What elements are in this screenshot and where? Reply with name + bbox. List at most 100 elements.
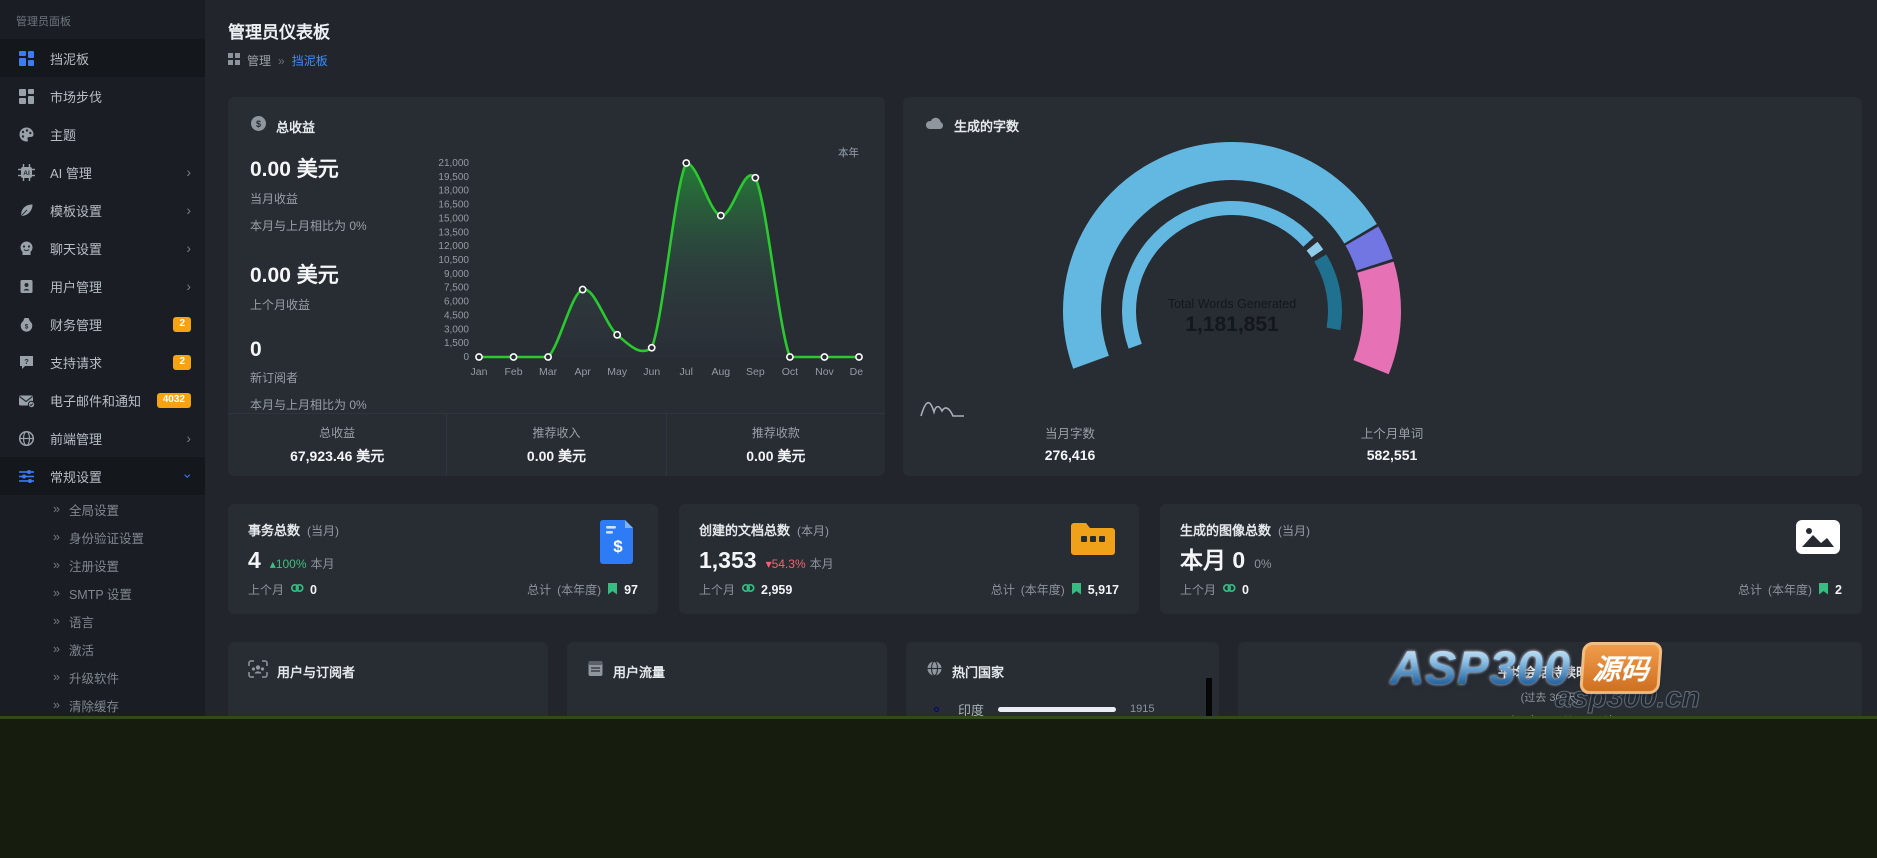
- stat-label: 当月字数: [1044, 427, 1095, 441]
- sidebar-item-label: 电子邮件和通知: [50, 393, 142, 409]
- sidebar-subitem-global-settings[interactable]: » 全局设置: [0, 495, 205, 523]
- card-value: 本月 0: [1180, 547, 1246, 573]
- sidebar-item-frontend[interactable]: 前端管理 ›: [0, 419, 205, 457]
- sidebar-item-user-admin[interactable]: 用户管理 ›: [0, 267, 205, 305]
- sidebar-item-label: 模板设置: [50, 203, 103, 219]
- new-subscribers: 0 新订阅者 本月与上月相比为 0%: [250, 338, 435, 413]
- stat-value: 582,551: [1366, 447, 1418, 463]
- sidebar-subitem-activation[interactable]: » 激活: [0, 635, 205, 663]
- chevron-right-icon: ›: [186, 164, 191, 180]
- card-value: 1,353: [699, 547, 757, 573]
- brain-icon: [17, 239, 35, 257]
- sidebar-subitem-clear-cache[interactable]: » 清除缓存: [0, 691, 205, 716]
- sidebar-subitem-smtp-settings[interactable]: » SMTP 设置: [0, 579, 205, 607]
- sidebar-item-label: 前端管理: [50, 431, 103, 447]
- chevron-right-icon: ›: [186, 430, 191, 446]
- users-group-icon: [248, 660, 268, 683]
- sidebar-item-label: 财务管理: [50, 317, 103, 333]
- top-countries-card: 热门国家 印度 1915: [906, 642, 1219, 716]
- prev-month-value: 0: [310, 582, 317, 597]
- sidebar-item-template-settings[interactable]: 模板设置 ›: [0, 191, 205, 229]
- card-title: 生成的图像总数: [1180, 523, 1272, 538]
- svg-text:Jun: Jun: [643, 366, 660, 378]
- words-generated-card: 生成的字数 Total Words Generated 1,181,851 当月…: [903, 97, 1862, 476]
- sidebar-subitem-auth-settings[interactable]: » 身份验证设置: [0, 523, 205, 551]
- svg-text:0: 0: [463, 352, 469, 363]
- sidebar-item-label: 支持请求: [50, 355, 103, 371]
- footer-label: 推荐收入: [532, 426, 581, 440]
- session-period: (过去 30 天): [1520, 692, 1580, 704]
- sidebar-item-dashboard[interactable]: 挡泥板: [0, 39, 205, 77]
- delta-suffix: 本月: [310, 557, 335, 571]
- stat-label: 上个月收益: [250, 298, 311, 312]
- sidebar-item-chat-settings[interactable]: 聊天设置 ›: [0, 229, 205, 267]
- breadcrumb-current[interactable]: 挡泥板: [291, 54, 328, 68]
- sidebar-item-general-settings[interactable]: 常规设置 ›: [0, 457, 205, 495]
- sidebar-subitem-register-settings[interactable]: » 注册设置: [0, 551, 205, 579]
- ai-chip-icon: AI: [17, 163, 35, 181]
- card-period: (当月): [1278, 524, 1311, 538]
- sidebar-subitem-language[interactable]: » 语言: [0, 607, 205, 635]
- sliders-icon: [17, 467, 35, 485]
- bottom-band: [0, 716, 1877, 858]
- svg-text:AI: AI: [23, 170, 30, 177]
- guillemet-icon: »: [53, 698, 60, 712]
- country-row-india: 印度 1915: [926, 699, 1199, 716]
- revenue-line-chart: 本年 21,000 19,500 18,000 16,500 15,000 13,500 1…: [435, 137, 868, 413]
- globe-icon: [926, 660, 943, 682]
- svg-text:13,500: 13,500: [438, 227, 469, 238]
- feather-icon: [17, 201, 35, 219]
- total-value: 5,917: [1087, 582, 1119, 597]
- svg-text:9,000: 9,000: [444, 269, 469, 280]
- svg-text:May: May: [607, 366, 628, 378]
- revenue-footer: 总收益 67,923.46 美元 推荐收入 0.00 美元 推荐收款 0.00 …: [228, 413, 885, 476]
- footer-label: 总收益: [319, 426, 356, 440]
- sidebar-item-finance[interactable]: $ 财务管理 2: [0, 305, 205, 343]
- prev-month-label: 上个月: [1180, 583, 1217, 597]
- last-month-revenue: 0.00 美元 上个月收益: [250, 259, 435, 313]
- support-question-icon: ?: [17, 353, 35, 371]
- svg-text:18,000: 18,000: [438, 186, 469, 197]
- country-name: 印度: [958, 702, 985, 717]
- money-bag-icon: $: [17, 315, 35, 333]
- envelope-check-icon: [17, 391, 35, 409]
- svg-text:3,000: 3,000: [444, 324, 469, 335]
- sidebar-item-market[interactable]: 市场步伐: [0, 77, 205, 115]
- link-icon: [741, 582, 755, 597]
- breadcrumb-grid-icon: [228, 53, 240, 68]
- svg-text:6,000: 6,000: [444, 297, 469, 308]
- sidebar-item-support[interactable]: ? 支持请求 2: [0, 343, 205, 381]
- sidebar-item-ai-admin[interactable]: AI AI 管理 ›: [0, 153, 205, 191]
- invoice-icon: $: [600, 520, 636, 569]
- vertical-scrollbar[interactable]: [1206, 678, 1212, 716]
- total-label: 总计: [527, 583, 552, 597]
- svg-text:Nov: Nov: [815, 366, 834, 378]
- breadcrumb-root[interactable]: 管理: [247, 54, 272, 68]
- chevron-down-icon: ›: [180, 473, 197, 479]
- india-flag-icon: [926, 699, 946, 716]
- svg-text:1,500: 1,500: [444, 338, 469, 349]
- total-revenue-card: $ 总收益 0.00 美元 当月收益 本月与上月相比为 0% 0.00 美元 上…: [228, 97, 885, 476]
- stat-value: 276,416: [1044, 447, 1096, 463]
- footer-referral-payout: 推荐收款 0.00 美元: [665, 414, 885, 476]
- svg-text:12,000: 12,000: [438, 241, 469, 252]
- delta-suffix: 本月: [809, 557, 834, 571]
- sidebar-item-label: 市场步伐: [50, 89, 103, 105]
- svg-text:Sep: Sep: [746, 366, 765, 378]
- chevron-right-icon: ›: [186, 202, 191, 218]
- sidebar-item-label: 用户管理: [50, 279, 103, 295]
- sidebar-subitem-upgrade[interactable]: » 升级软件: [0, 663, 205, 691]
- current-month-words: 当月字数 276,416: [980, 423, 1160, 463]
- card-title: 事务总数: [248, 523, 301, 538]
- notification-badge: 4032: [156, 392, 191, 408]
- sidebar-item-label: 聊天设置: [50, 241, 103, 257]
- sidebar-item-theme[interactable]: 主题: [0, 115, 205, 153]
- footer-referral-income: 推荐收入 0.00 美元: [446, 414, 665, 476]
- subitem-label: 全局设置: [68, 503, 119, 518]
- images-card: 生成的图像总数 (当月) 本月 0 0% 上个月 0 总计 (本年度): [1160, 504, 1862, 614]
- dashboard-icon: [17, 49, 35, 67]
- card-title: 创建的文档总数: [699, 523, 791, 538]
- svg-text:Dec: Dec: [850, 366, 863, 378]
- sidebar-item-email-notifications[interactable]: 电子邮件和通知 4032: [0, 381, 205, 419]
- svg-text:$: $: [613, 537, 623, 556]
